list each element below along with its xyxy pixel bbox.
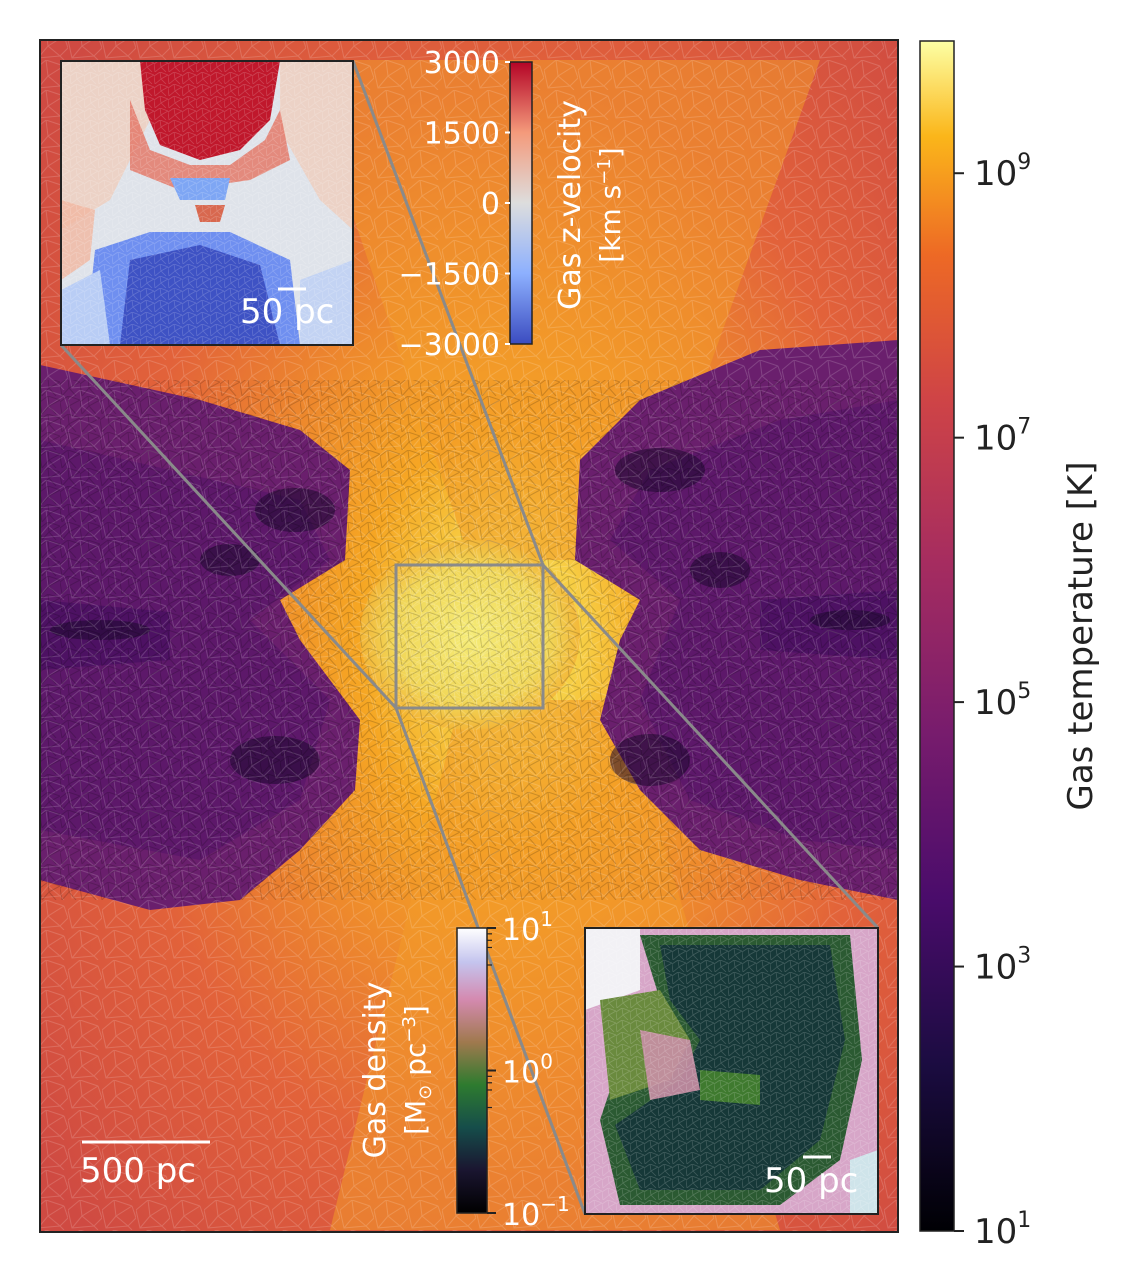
velocity-inset-scalebar: 50 pc	[240, 287, 334, 332]
zoom-line	[394, 707, 587, 1215]
density-inset-frame	[584, 927, 879, 1215]
density-inset	[585, 928, 878, 1214]
velocity-tick-label: 1500	[424, 117, 500, 152]
zoom-indicator	[59, 60, 880, 1215]
main-scalebar-label: 500 pc	[80, 1151, 196, 1191]
density-colorbar: 101 100 10−1 Gas density [M⊙ pc−3]	[358, 907, 570, 1233]
density-tick-label: 10−1	[502, 1192, 570, 1233]
velocity-colorbar: 3000 1500 0 −1500 −3000 Gas z-velocity [km s…	[399, 46, 627, 363]
temperature-colorbar-label: Gas temperature [K]	[1061, 461, 1101, 810]
velocity-tick-label: 3000	[424, 46, 500, 81]
density-colorbar-ticks: 101 100 10−1	[487, 907, 570, 1233]
density-inset-scalebar: 50 pc	[764, 1155, 858, 1201]
temperature-tick-label: 109	[974, 150, 1031, 194]
temperature-tick-label: 107	[974, 415, 1031, 459]
velocity-inset-frame	[60, 60, 354, 346]
velocity-inset-scalebar-label: 50 pc	[240, 292, 334, 332]
velocity-colorbar-label-1: Gas z-velocity	[553, 100, 588, 310]
density-tick-label: 100	[502, 1050, 553, 1091]
density-colorbar-label-2: [M⊙ pc−3]	[399, 1005, 436, 1135]
density-inset-scalebar-label: 50 pc	[764, 1161, 858, 1201]
main-scalebar: 500 pc	[80, 1140, 210, 1191]
temperature-tick-label: 105	[974, 679, 1031, 723]
zoom-line	[541, 563, 880, 930]
zoom-line	[351, 60, 545, 566]
temperature-tick-label: 101	[974, 1208, 1031, 1252]
temperature-colorbar-ticks: 109 107 105 103 101	[954, 150, 1031, 1252]
temperature-colorbar: 109 107 105 103 101 Gas temperature [K]	[919, 40, 1101, 1252]
velocity-inset	[61, 61, 353, 345]
velocity-colorbar-ticks: 3000 1500 0 −1500 −3000	[399, 46, 510, 363]
velocity-tick-label: −3000	[399, 328, 500, 363]
main-frame	[39, 39, 899, 1233]
velocity-colorbar-label-2: [km s−1]	[594, 147, 627, 262]
velocity-tick-label: −1500	[399, 258, 500, 293]
density-colorbar-label-1: Gas density	[358, 982, 393, 1159]
density-tick-label: 101	[502, 907, 553, 948]
zoom-line	[59, 343, 398, 710]
velocity-tick-label: 0	[481, 187, 500, 222]
temperature-tick-label: 103	[974, 944, 1031, 988]
zoom-box	[394, 563, 545, 710]
